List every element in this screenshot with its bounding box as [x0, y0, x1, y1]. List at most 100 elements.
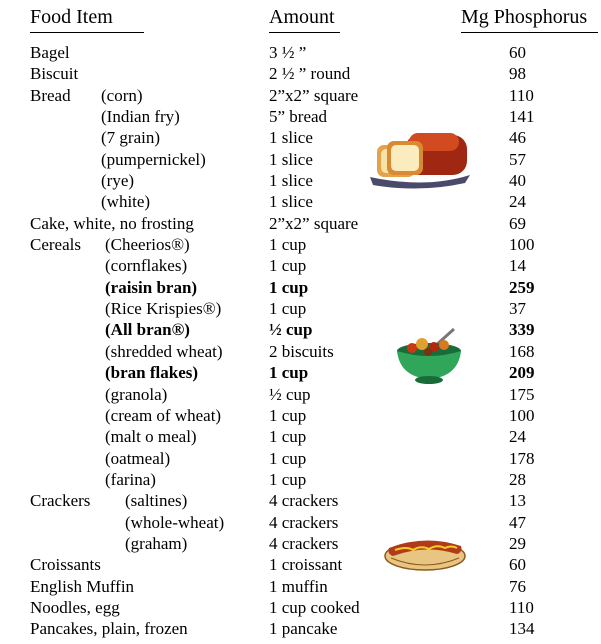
phosphorus-header-underline: [461, 32, 598, 33]
table-row: Crackers (saltines) 4 crackers 13: [0, 490, 601, 511]
phosphorus-cell: 110: [509, 597, 534, 617]
food-variety-cell: (Indian fry): [101, 107, 180, 127]
food-name-cell: Noodles, egg: [30, 597, 120, 617]
phosphorus-cell: 100: [509, 235, 535, 255]
food-variety-cell: (white): [101, 192, 151, 212]
amount-header: Amount: [269, 6, 335, 28]
food-item-header-underline: [30, 32, 144, 33]
phosphorus-cell: 29: [509, 533, 526, 553]
table-row: Cake, white, no frosting 2”x2” square 69: [0, 213, 601, 234]
table-row: (cornflakes) 1 cup 14: [0, 255, 601, 276]
table-row: (cream of wheat) 1 cup 100: [0, 405, 601, 426]
amount-cell: ½ cup: [269, 320, 313, 340]
amount-cell: 2”x2” square: [269, 213, 359, 233]
amount-cell: 1 muffin: [269, 576, 328, 596]
food-name-cell: Bagel: [30, 43, 70, 62]
phosphorus-cell: 28: [509, 469, 526, 489]
table-row: Cereals (Cheerios®) 1 cup 100: [0, 234, 601, 255]
table-row: (white) 1 slice 24: [0, 191, 601, 212]
phosphorus-cell: 60: [509, 43, 526, 62]
amount-cell: 4 crackers: [269, 512, 339, 532]
amount-cell: 1 slice: [269, 192, 313, 212]
amount-cell: 1 cup: [269, 427, 307, 447]
food-variety-cell: (graham): [125, 533, 188, 553]
food-variety-cell: (malt o meal): [105, 427, 197, 447]
amount-cell: 1 cup: [269, 448, 307, 468]
phosphorus-cell: 110: [509, 85, 534, 105]
food-name-cell: Croissants: [30, 555, 101, 575]
amount-cell: 1 cup: [269, 363, 309, 383]
food-variety-cell: (saltines): [125, 491, 188, 511]
phosphorus-cell: 98: [509, 64, 526, 84]
table-row: Croissants 1 croissant 60: [0, 554, 601, 575]
phosphorus-header: Mg Phosphorus: [461, 6, 588, 28]
phosphorus-cell: 40: [509, 171, 526, 191]
table-row: (graham) 4 crackers 29: [0, 533, 601, 554]
food-table: Bagel 3 ½ ” 60 Biscuit 2 ½ ” round 98 Bread (co…: [0, 42, 601, 640]
table-row: (oatmeal) 1 cup 178: [0, 448, 601, 469]
table-row: Bread (corn) 2”x2” square 110: [0, 85, 601, 106]
food-variety-cell: (cream of wheat): [105, 405, 222, 425]
table-row: Biscuit 2 ½ ” round 98: [0, 63, 601, 84]
food-variety-cell: (farina): [105, 469, 156, 489]
amount-cell: 1 croissant: [269, 555, 343, 575]
food-name-cell: Cereals: [30, 235, 81, 255]
phosphorus-cell: 339: [509, 320, 535, 340]
food-variety-cell: (bran flakes): [105, 363, 199, 383]
food-variety-cell: (oatmeal): [105, 448, 171, 468]
food-variety-cell: (cornflakes): [105, 256, 188, 276]
amount-cell: 4 crackers: [269, 533, 339, 553]
phosphorus-cell: 24: [509, 427, 526, 447]
table-row: (7 grain) 1 slice 46: [0, 127, 601, 148]
phosphorus-cell: 14: [509, 256, 526, 276]
amount-cell: 1 cup: [269, 277, 309, 297]
food-name-cell: Bread: [30, 85, 71, 105]
phosphorus-cell: 24: [509, 192, 526, 212]
phosphorus-cell: 76: [509, 576, 526, 596]
food-variety-cell: (whole-wheat): [125, 512, 225, 532]
amount-cell: 2 ½ ” round: [269, 64, 351, 84]
food-variety-cell: (rye): [101, 171, 135, 191]
bread-loaf-icon: [370, 133, 470, 189]
food-name-cell: Biscuit: [30, 64, 79, 84]
food-variety-cell: (All bran®): [105, 320, 190, 340]
amount-cell: 5” bread: [269, 107, 328, 127]
table-row: (granola) ½ cup 175: [0, 384, 601, 405]
table-row: (malt o meal) 1 cup 24: [0, 426, 601, 447]
table-row: (bran flakes) 1 cup 209: [0, 362, 601, 383]
amount-cell: 1 cup cooked: [269, 597, 360, 617]
amount-cell: 1 slice: [269, 128, 313, 148]
food-variety-cell: (Cheerios®): [105, 235, 190, 255]
amount-cell: 2”x2” square: [269, 85, 359, 105]
food-name-cell: English Muffin: [30, 576, 135, 596]
amount-cell: 1 cup: [269, 299, 307, 319]
phosphorus-cell: 168: [509, 341, 535, 361]
amount-cell: 3 ½ ”: [269, 43, 307, 62]
food-name-cell: Pancakes, plain, frozen: [30, 619, 188, 639]
table-row: (pumpernickel) 1 slice 57: [0, 149, 601, 170]
phosphorus-cell: 178: [509, 448, 535, 468]
table-row: (raisin bran) 1 cup 259: [0, 277, 601, 298]
hot-dog-icon: [384, 540, 466, 571]
table-row: Pancakes, plain, frozen 1 pancake 134: [0, 618, 601, 639]
phosphorus-cell: 134: [509, 619, 535, 639]
phosphorus-cell: 141: [509, 107, 535, 127]
amount-header-underline: [269, 32, 340, 33]
cereal-bowl-icon: [397, 327, 461, 384]
table-row: (Indian fry) 5” bread 141: [0, 106, 601, 127]
food-variety-cell: (corn): [101, 85, 143, 105]
table-row: (All bran®) ½ cup 339: [0, 319, 601, 340]
amount-cell: 1 cup: [269, 256, 307, 276]
amount-cell: 1 cup: [269, 405, 307, 425]
food-variety-cell: (7 grain): [101, 128, 161, 148]
phosphorus-cell: 57: [509, 149, 526, 169]
amount-cell: 1 cup: [269, 469, 307, 489]
food-variety-cell: (shredded wheat): [105, 341, 223, 361]
phosphorus-cell: 69: [509, 213, 526, 233]
phosphorus-cell: 175: [509, 384, 535, 404]
table-row: (Rice Krispies®) 1 cup 37: [0, 298, 601, 319]
amount-cell: 2 biscuits: [269, 341, 334, 361]
table-row: (rye) 1 slice 40: [0, 170, 601, 191]
table-row: Bagel 3 ½ ” 60: [0, 42, 601, 63]
food-variety-cell: (pumpernickel): [101, 149, 206, 169]
